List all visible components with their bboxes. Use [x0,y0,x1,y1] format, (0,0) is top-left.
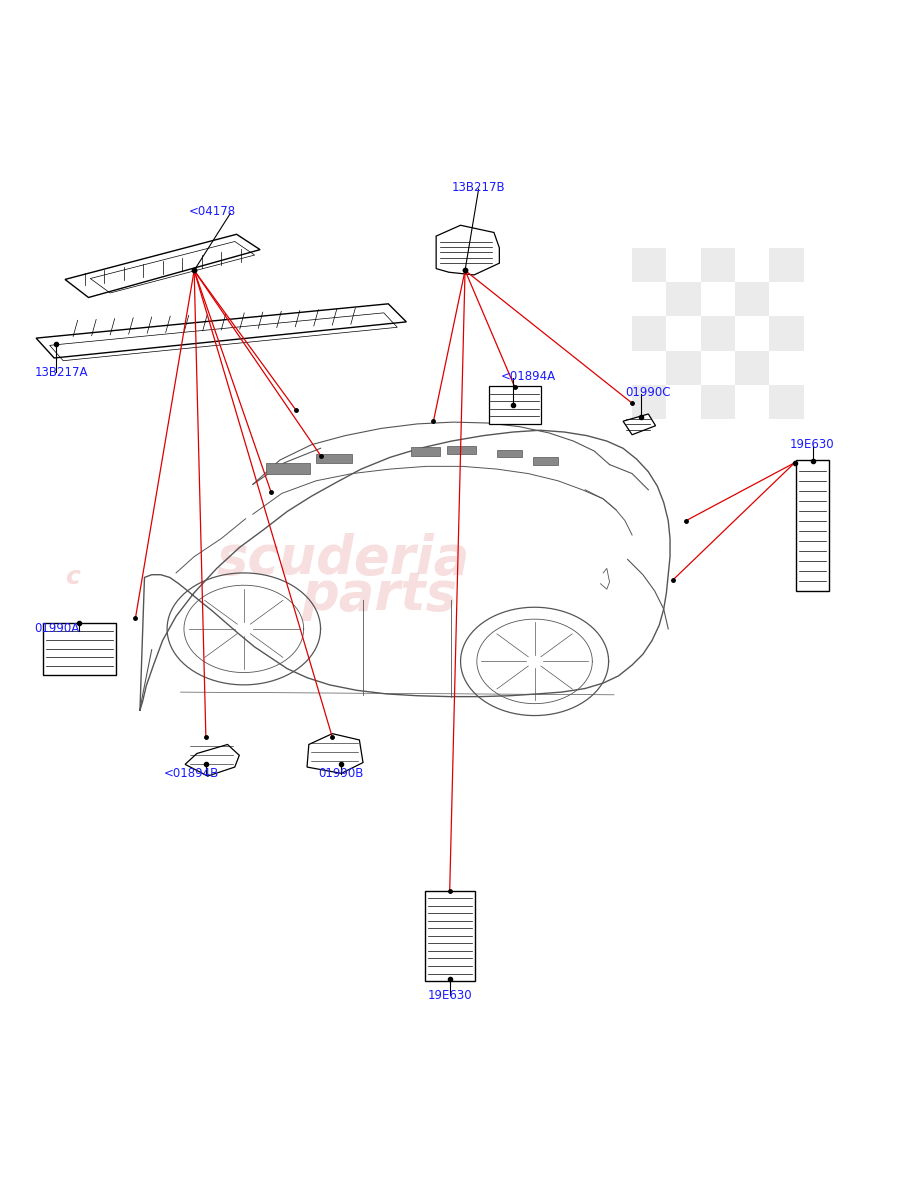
Bar [631,248,666,282]
Bar [769,385,803,419]
FancyBboxPatch shape [43,623,115,674]
Bar [769,248,803,282]
Bar [700,317,734,350]
Polygon shape [436,226,499,275]
Bar [631,317,666,350]
Text: <01894A: <01894A [501,370,556,383]
Text: <01894B: <01894B [163,767,219,780]
Bar [410,448,439,456]
FancyBboxPatch shape [424,890,474,982]
Bar [666,282,700,317]
Text: parts: parts [301,570,456,622]
Text: c: c [65,565,79,589]
Text: <04178: <04178 [189,205,235,218]
Text: 19E630: 19E630 [427,989,472,1002]
Bar [532,457,557,464]
Polygon shape [65,234,260,298]
Text: 01990B: 01990B [318,767,364,780]
Bar [734,350,769,385]
Text: 13B217B: 13B217B [451,181,505,194]
Bar [266,463,309,474]
Text: 19E630: 19E630 [789,438,833,451]
Text: 01990A: 01990A [34,623,79,635]
Polygon shape [36,304,406,358]
Bar [316,454,352,463]
Bar [631,385,666,419]
Bar [446,445,475,454]
Text: 01990C: 01990C [624,386,669,398]
FancyBboxPatch shape [796,461,828,592]
Bar [734,282,769,317]
Bar [666,350,700,385]
Bar [700,248,734,282]
Text: 13B217A: 13B217A [34,366,87,379]
FancyBboxPatch shape [488,386,540,424]
Bar [769,317,803,350]
Polygon shape [185,744,239,776]
Polygon shape [307,733,363,773]
Bar [496,450,521,457]
Bar [700,385,734,419]
Text: scuderia: scuderia [216,533,469,586]
Polygon shape [622,414,655,434]
